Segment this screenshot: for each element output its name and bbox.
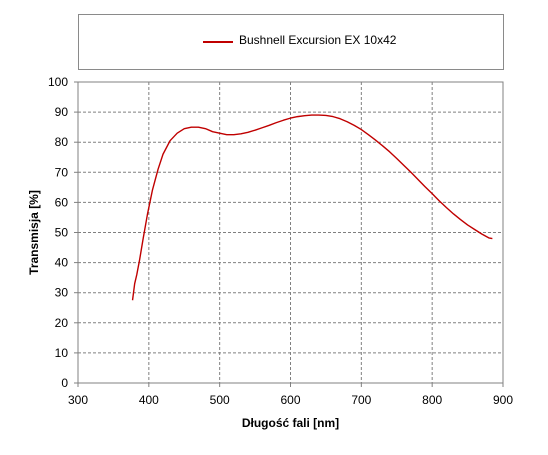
legend-label: Bushnell Excursion EX 10x42 (239, 33, 397, 47)
x-tick-label: 700 (351, 393, 371, 407)
x-tick-label: 800 (422, 393, 442, 407)
y-tick-label: 0 (61, 376, 68, 390)
y-tick-labels: 0 10 20 30 40 50 60 70 80 90 100 (48, 75, 68, 390)
y-axis-title: Transmisja [%] (27, 190, 41, 275)
series-layer (131, 114, 493, 301)
y-tick-label: 80 (55, 135, 69, 149)
x-axis-title: Długość fali [nm] (242, 416, 339, 430)
y-tick-label: 20 (55, 316, 69, 330)
y-tick-label: 50 (55, 226, 69, 240)
y-tick-label: 40 (55, 256, 69, 270)
y-tick-label: 10 (55, 346, 69, 360)
x-tick-labels: 300 400 500 600 700 800 900 (68, 393, 513, 407)
x-tick-label: 600 (280, 393, 300, 407)
legend: Bushnell Excursion EX 10x42 (78, 14, 504, 70)
y-tick-label: 60 (55, 195, 69, 209)
y-tick-label: 30 (55, 286, 69, 300)
x-tick-label: 900 (493, 393, 513, 407)
legend-swatch (203, 41, 233, 43)
y-tick-label: 90 (55, 105, 69, 119)
grid-lines (78, 82, 503, 383)
y-tick-label: 70 (55, 165, 69, 179)
series-line (131, 114, 493, 301)
axes (74, 81, 504, 387)
y-tick-label: 100 (48, 75, 68, 89)
x-tick-label: 300 (68, 393, 88, 407)
x-tick-label: 500 (210, 393, 230, 407)
x-tick-label: 400 (139, 393, 159, 407)
